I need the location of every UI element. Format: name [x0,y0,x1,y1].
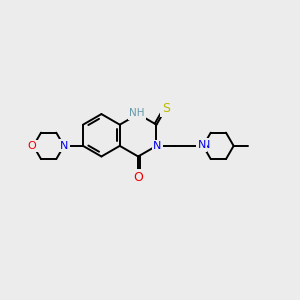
Text: O: O [28,141,36,151]
Text: N: N [58,140,66,150]
Text: N: N [197,140,206,150]
Text: N: N [202,140,210,150]
Text: S: S [162,102,170,115]
Text: N: N [60,141,69,151]
Text: NH: NH [129,109,144,118]
Text: N: N [153,142,161,152]
Text: O: O [133,171,143,184]
